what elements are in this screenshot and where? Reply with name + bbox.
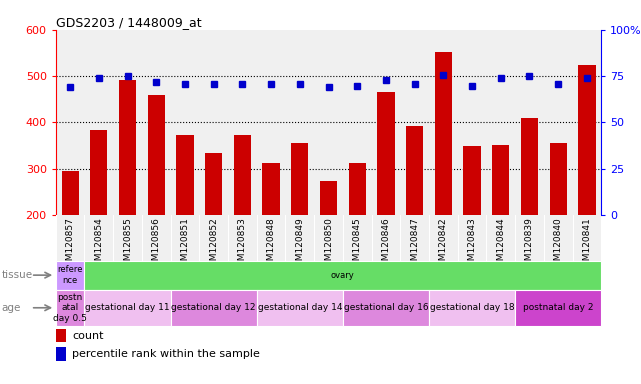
Bar: [171, 290, 257, 326]
Text: GSM120854: GSM120854: [94, 217, 103, 272]
Text: percentile rank within the sample: percentile rank within the sample: [72, 349, 260, 359]
Bar: [262, 162, 279, 215]
Text: GSM120847: GSM120847: [410, 217, 419, 272]
Bar: [85, 290, 171, 326]
Text: gestational day 12: gestational day 12: [171, 303, 256, 312]
Bar: [62, 171, 79, 215]
Bar: [429, 290, 515, 326]
Text: refere
nce: refere nce: [58, 265, 83, 285]
Bar: [56, 329, 65, 342]
Bar: [343, 290, 429, 326]
Bar: [406, 126, 423, 215]
Bar: [492, 145, 510, 215]
Bar: [90, 130, 108, 215]
Bar: [435, 53, 452, 215]
Bar: [56, 347, 65, 361]
Text: GDS2203 / 1448009_at: GDS2203 / 1448009_at: [56, 16, 201, 29]
Text: GSM120852: GSM120852: [209, 217, 218, 272]
Text: gestational day 14: gestational day 14: [258, 303, 342, 312]
Text: GSM120857: GSM120857: [65, 217, 74, 272]
Bar: [521, 118, 538, 215]
Bar: [205, 153, 222, 215]
Text: GSM120851: GSM120851: [181, 217, 190, 272]
Text: gestational day 16: gestational day 16: [344, 303, 428, 312]
Text: GSM120844: GSM120844: [496, 217, 505, 271]
Bar: [147, 95, 165, 215]
Text: ovary: ovary: [331, 271, 354, 280]
Bar: [176, 135, 194, 215]
Bar: [463, 146, 481, 215]
Text: GSM120841: GSM120841: [583, 217, 592, 272]
Text: GSM120853: GSM120853: [238, 217, 247, 272]
Text: GSM120846: GSM120846: [381, 217, 390, 272]
Bar: [234, 135, 251, 215]
Bar: [291, 143, 308, 215]
Text: GSM120842: GSM120842: [439, 217, 448, 271]
Bar: [578, 65, 595, 215]
Bar: [320, 182, 337, 215]
Text: postnatal day 2: postnatal day 2: [523, 303, 594, 312]
Text: tissue: tissue: [1, 270, 33, 280]
Text: age: age: [1, 303, 21, 313]
Text: postn
atal
day 0.5: postn atal day 0.5: [53, 293, 87, 323]
Text: gestational day 18: gestational day 18: [429, 303, 514, 312]
Text: GSM120849: GSM120849: [296, 217, 304, 272]
Text: GSM120848: GSM120848: [267, 217, 276, 272]
Text: count: count: [72, 331, 104, 341]
Bar: [56, 261, 85, 290]
Bar: [515, 290, 601, 326]
Bar: [349, 162, 366, 215]
Bar: [257, 290, 343, 326]
Text: gestational day 11: gestational day 11: [85, 303, 170, 312]
Text: GSM120845: GSM120845: [353, 217, 362, 272]
Text: GSM120855: GSM120855: [123, 217, 132, 272]
Bar: [119, 80, 136, 215]
Bar: [549, 143, 567, 215]
Bar: [56, 290, 85, 326]
Text: GSM120856: GSM120856: [152, 217, 161, 272]
Bar: [378, 92, 395, 215]
Text: GSM120839: GSM120839: [525, 217, 534, 272]
Text: GSM120850: GSM120850: [324, 217, 333, 272]
Text: GSM120843: GSM120843: [467, 217, 476, 272]
Text: GSM120840: GSM120840: [554, 217, 563, 272]
